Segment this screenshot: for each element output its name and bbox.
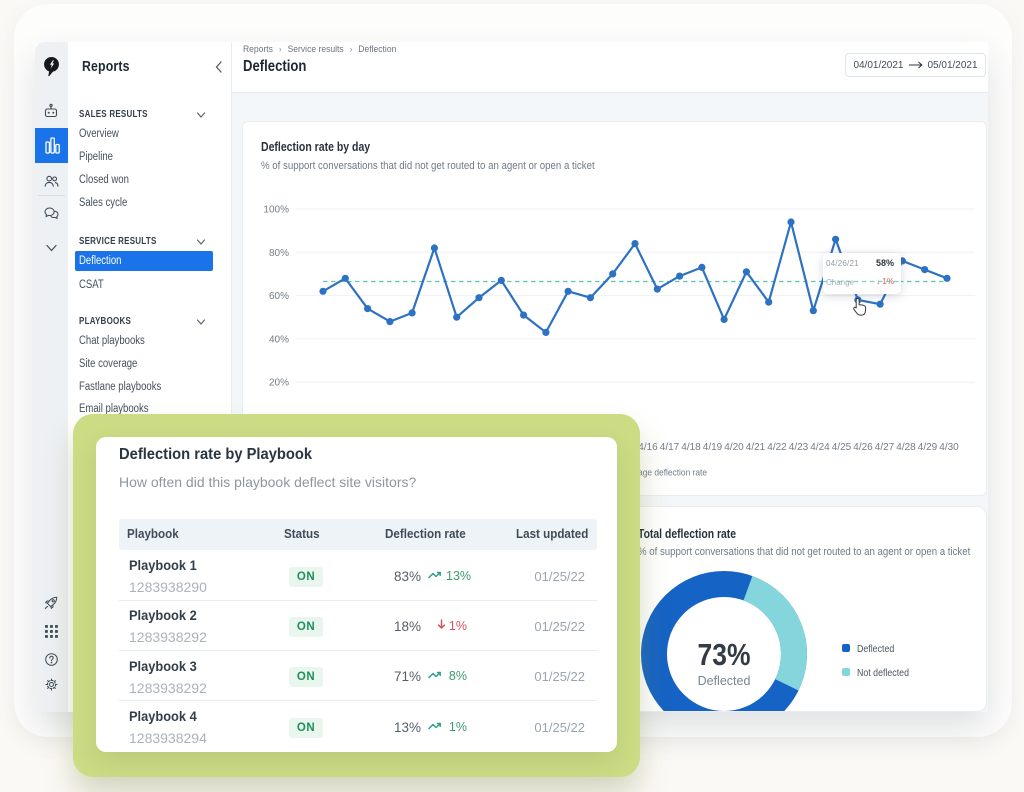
svg-text:4/18: 4/18 xyxy=(681,442,701,453)
svg-text:4/30: 4/30 xyxy=(939,442,959,453)
svg-text:4/21: 4/21 xyxy=(746,442,766,453)
svg-text:4/26: 4/26 xyxy=(853,442,873,453)
svg-text:4/23: 4/23 xyxy=(789,442,809,453)
svg-text:Average deflection rate: Average deflection rate xyxy=(621,468,707,479)
svg-text:4/16: 4/16 xyxy=(638,442,658,453)
svg-text:4/29: 4/29 xyxy=(918,442,938,453)
svg-text:4/25: 4/25 xyxy=(832,442,852,453)
svg-text:4/22: 4/22 xyxy=(767,442,787,453)
svg-text:73%: 73% xyxy=(698,637,751,672)
svg-text:100%: 100% xyxy=(263,205,289,216)
svg-text:4/17: 4/17 xyxy=(660,442,680,453)
svg-text:4/27: 4/27 xyxy=(875,442,895,453)
svg-text:80%: 80% xyxy=(269,248,289,259)
svg-text:4/28: 4/28 xyxy=(896,442,916,453)
svg-text:4/19: 4/19 xyxy=(703,442,723,453)
svg-text:4/20: 4/20 xyxy=(724,442,744,453)
svg-text:60%: 60% xyxy=(269,291,289,302)
svg-text:40%: 40% xyxy=(269,334,289,345)
svg-text:20%: 20% xyxy=(269,378,289,389)
svg-text:4/24: 4/24 xyxy=(810,442,830,453)
